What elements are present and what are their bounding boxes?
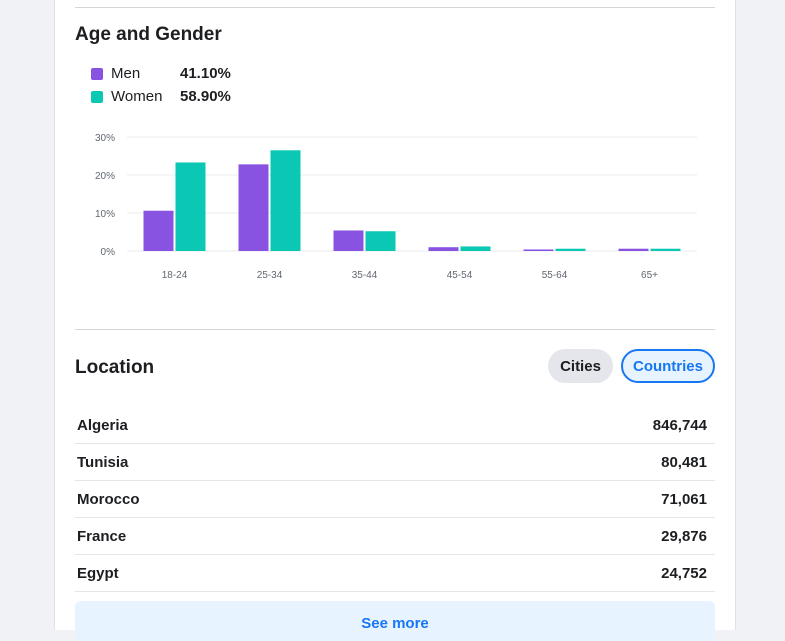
x-tick-label: 55-64 xyxy=(542,270,568,281)
country-name: Morocco xyxy=(77,491,140,508)
top-divider xyxy=(75,7,715,8)
list-item: France 29,876 xyxy=(75,519,715,555)
legend-value-women: 58.90% xyxy=(180,88,231,105)
bar-women xyxy=(460,246,491,251)
country-name: Tunisia xyxy=(77,454,129,471)
country-value: 24,752 xyxy=(661,565,707,582)
x-tick-label: 18-24 xyxy=(162,270,188,281)
bar-men xyxy=(523,249,554,251)
bar-men xyxy=(143,210,174,251)
list-item: Tunisia 80,481 xyxy=(75,445,715,481)
legend-label-men: Men xyxy=(111,65,141,82)
y-tick-label: 0% xyxy=(101,247,116,258)
bar-men xyxy=(428,247,459,251)
country-name: France xyxy=(77,528,127,545)
legend-value-men: 41.10% xyxy=(180,65,231,82)
audience-card: Age and Gender Men 41.10% Women 58.90% 0… xyxy=(54,0,736,641)
bar-men xyxy=(618,248,649,251)
bar-women xyxy=(365,231,396,251)
legend-label-women: Women xyxy=(111,88,163,105)
bar-women xyxy=(650,248,681,251)
bar-women xyxy=(555,248,586,251)
bar-women xyxy=(175,162,206,251)
country-value: 80,481 xyxy=(661,454,707,471)
list-item: Egypt 24,752 xyxy=(75,556,715,592)
bar-men xyxy=(333,230,364,251)
legend-item-women: Women 58.90% xyxy=(91,85,231,108)
location-title: Location xyxy=(75,357,155,378)
list-item: Morocco 71,061 xyxy=(75,482,715,518)
bar-women xyxy=(270,150,301,251)
country-name: Egypt xyxy=(77,565,119,582)
y-tick-label: 30% xyxy=(95,133,115,144)
country-value: 29,876 xyxy=(661,528,707,545)
age-gender-chart: 0% 10% 20% 30% 18-24 25-34 35-44 45-54 55-64 65+ xyxy=(95,133,697,281)
gender-legend: Men 41.10% Women 58.90% xyxy=(91,62,231,108)
x-tick-label: 35-44 xyxy=(352,270,378,281)
section-divider xyxy=(75,329,715,330)
x-tick-label: 25-34 xyxy=(257,270,283,281)
bar-men xyxy=(238,164,269,251)
cities-tab-button[interactable]: Cities xyxy=(548,349,613,383)
country-list: Algeria 846,744 Tunisia 80,481 Morocco 7… xyxy=(75,408,715,593)
list-item: Algeria 846,744 xyxy=(75,408,715,444)
country-value: 846,744 xyxy=(652,417,707,434)
age-gender-title: Age and Gender xyxy=(75,24,222,45)
y-tick-label: 20% xyxy=(95,171,115,182)
legend-item-men: Men 41.10% xyxy=(91,62,231,85)
countries-tab-button[interactable]: Countries xyxy=(621,349,715,383)
women-swatch xyxy=(91,90,103,103)
men-swatch xyxy=(91,67,103,80)
y-tick-label: 10% xyxy=(95,209,115,220)
x-tick-label: 65+ xyxy=(641,270,658,281)
see-more-button[interactable]: See more xyxy=(75,601,715,641)
x-tick-label: 45-54 xyxy=(447,270,473,281)
country-value: 71,061 xyxy=(661,491,707,508)
country-name: Algeria xyxy=(77,417,128,434)
